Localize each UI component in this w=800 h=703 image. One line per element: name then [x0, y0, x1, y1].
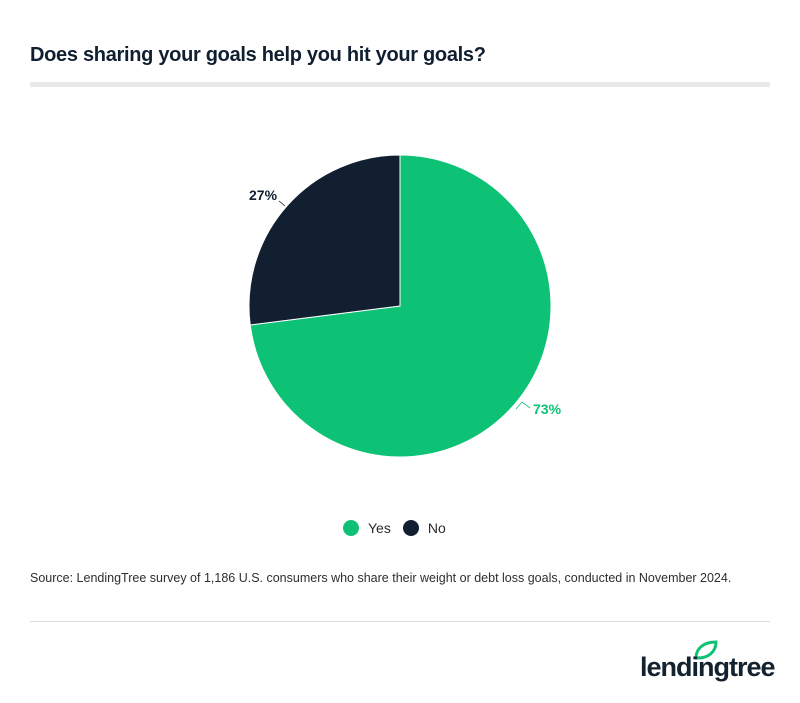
footer-divider [30, 621, 770, 622]
legend-item-no[interactable]: No [402, 520, 446, 536]
data-label-yes: 73% [533, 401, 562, 417]
data-label-no: 27% [249, 187, 278, 203]
pie-slice-yes [249, 154, 552, 458]
leader-line-no [278, 200, 286, 207]
pie-slice-no [248, 154, 401, 326]
legend-label-no: No [427, 520, 446, 536]
lendingtree-logo: lendingtree [640, 640, 776, 685]
legend-swatch-yes-icon [343, 520, 359, 536]
legend-label-yes: Yes [368, 520, 391, 536]
title-divider [30, 82, 770, 87]
logo-text: lendingtree [640, 652, 776, 682]
legend-item-yes[interactable]: Yes [343, 520, 391, 536]
leaf-icon [694, 640, 718, 660]
chart-title: Does sharing your goals help you hit you… [30, 44, 486, 66]
leader-line-yes [515, 401, 531, 410]
source-note: Source: LendingTree survey of 1,186 U.S.… [30, 571, 732, 585]
legend-swatch-no-icon [402, 520, 419, 536]
legend: Yes No [343, 520, 458, 536]
